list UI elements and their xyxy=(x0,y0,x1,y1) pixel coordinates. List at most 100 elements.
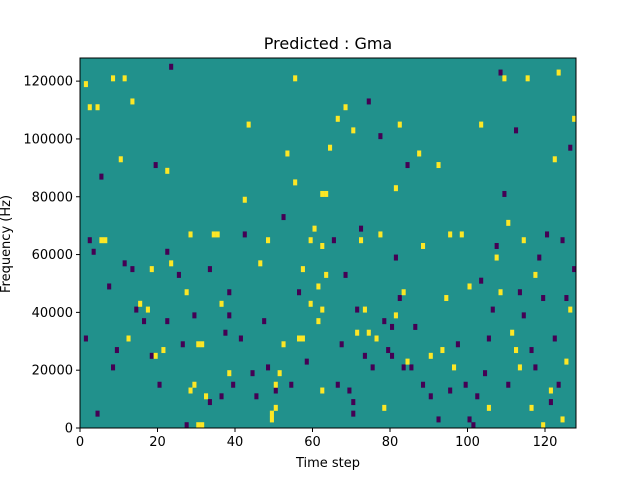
heatmap-cell-low xyxy=(548,399,553,406)
heatmap-cell-low xyxy=(545,231,550,238)
heatmap-cell-high xyxy=(343,104,348,111)
heatmap-cell-high xyxy=(517,364,522,371)
heatmap-cell-high xyxy=(277,370,282,377)
heatmap-cell-high xyxy=(258,260,263,267)
heatmap-cell-high xyxy=(568,306,573,313)
heatmap-cell-high xyxy=(308,237,313,244)
heatmap-cell-low xyxy=(238,335,243,342)
heatmap-cell-low xyxy=(486,335,491,342)
heatmap-cell-high xyxy=(355,329,360,336)
heatmap-cell-high xyxy=(297,335,302,342)
heatmap-cell-low xyxy=(533,364,538,371)
heatmap-cell-high xyxy=(498,289,503,296)
heatmap-cell-low xyxy=(490,306,495,313)
heatmap-cell-high xyxy=(242,196,247,203)
heatmap-cell-low xyxy=(390,323,395,330)
heatmap-cell-low xyxy=(242,231,247,238)
heatmap-cell-low xyxy=(366,98,371,105)
heatmap-cell-low xyxy=(165,318,170,325)
heatmap-cell-high xyxy=(405,358,410,365)
heatmap-cell-low xyxy=(289,381,294,388)
heatmap-cell-high xyxy=(312,225,317,232)
heatmap-cell-high xyxy=(138,300,143,307)
heatmap-cell-low xyxy=(184,422,189,429)
heatmap-cell-low xyxy=(107,283,112,290)
heatmap-cell-high xyxy=(293,179,298,186)
heatmap-cell-high xyxy=(324,190,329,197)
heatmap-cell-high xyxy=(196,341,201,348)
heatmap-cell-high xyxy=(145,306,150,313)
heatmap-cell-low xyxy=(157,381,162,388)
heatmap-cell-low xyxy=(262,318,267,325)
heatmap-cell-high xyxy=(335,115,340,122)
heatmap-cell-high xyxy=(211,231,216,238)
heatmap-cell-high xyxy=(479,121,484,128)
heatmap-cell-high xyxy=(192,381,197,388)
x-tick-label: 80 xyxy=(382,435,399,450)
heatmap-cell-low xyxy=(153,162,158,169)
x-tick-label: 40 xyxy=(227,435,244,450)
heatmap-cell-high xyxy=(153,352,158,359)
heatmap-cell-high xyxy=(459,231,464,238)
y-tick-label: 40000 xyxy=(32,306,73,321)
heatmap-cell-high xyxy=(351,127,356,134)
heatmap-cell-high xyxy=(320,306,325,313)
heatmap-cell-high xyxy=(560,416,565,423)
heatmap-cell-low xyxy=(471,422,476,429)
heatmap-cell-high xyxy=(300,335,305,342)
heatmap-cell-high xyxy=(281,341,286,348)
heatmap-cell-high xyxy=(440,347,445,354)
heatmap-cell-low xyxy=(99,173,104,180)
heatmap-cell-high xyxy=(293,75,298,82)
heatmap-cell-high xyxy=(204,393,209,400)
heatmap-cell-low xyxy=(130,266,135,273)
heatmap-cell-low xyxy=(564,295,569,302)
heatmap-cell-low xyxy=(378,133,383,140)
heatmap-cell-high xyxy=(428,352,433,359)
heatmap-cell-high xyxy=(273,381,278,388)
y-tick-label: 120000 xyxy=(23,75,73,90)
heatmap-cell-high xyxy=(448,231,453,238)
heatmap-cell-low xyxy=(169,63,174,70)
heatmap-cell-high xyxy=(308,300,313,307)
heatmap-cell-low xyxy=(95,410,100,417)
heatmap-cell-high xyxy=(300,266,305,273)
heatmap-cell-high xyxy=(359,237,364,244)
heatmap-cell-high xyxy=(378,231,383,238)
y-tick-label: 20000 xyxy=(32,364,73,379)
heatmap-cell-high xyxy=(227,370,232,377)
heatmap-cell-high xyxy=(99,237,104,244)
heatmap-cell-high xyxy=(452,364,457,371)
heatmap-cell-high xyxy=(169,260,174,267)
heatmap-cell-high xyxy=(510,329,515,336)
heatmap-cell-high xyxy=(246,121,251,128)
x-tick-label: 100 xyxy=(455,435,480,450)
heatmap-cell-low xyxy=(405,162,410,169)
heatmap-cell-low xyxy=(529,347,534,354)
y-tick-label: 0 xyxy=(65,422,73,437)
heatmap-cell-high xyxy=(285,150,290,157)
heatmap-cell-high xyxy=(502,75,507,82)
heatmap-cell-low xyxy=(223,329,228,336)
heatmap-cell-high xyxy=(118,156,123,163)
heatmap-cell-high xyxy=(486,404,491,411)
heatmap-cell-high xyxy=(514,347,519,354)
heatmap-cell-high xyxy=(506,219,511,226)
heatmap-cell-low xyxy=(393,254,398,261)
heatmap-cell-high xyxy=(324,271,329,278)
heatmap-cell-low xyxy=(347,387,352,394)
heatmap-cell-high xyxy=(494,254,499,261)
heatmap-cell-high xyxy=(122,75,127,82)
heatmap-cell-high xyxy=(436,162,441,169)
chart-title: Predicted : Gma xyxy=(264,34,392,53)
heatmap-cell-high xyxy=(196,422,201,429)
x-tick-label: 120 xyxy=(533,435,558,450)
heatmap-cell-low xyxy=(227,289,232,296)
heatmap-cell-low xyxy=(390,352,395,359)
heatmap-cell-low xyxy=(254,393,259,400)
heatmap-cell-high xyxy=(533,271,538,278)
heatmap-cell-high xyxy=(111,75,116,82)
y-tick-label: 80000 xyxy=(32,190,73,205)
heatmap-cell-low xyxy=(467,416,472,423)
y-axis-ticks: 0 20000 40000 60000 80000 100000 120000 xyxy=(23,75,80,437)
